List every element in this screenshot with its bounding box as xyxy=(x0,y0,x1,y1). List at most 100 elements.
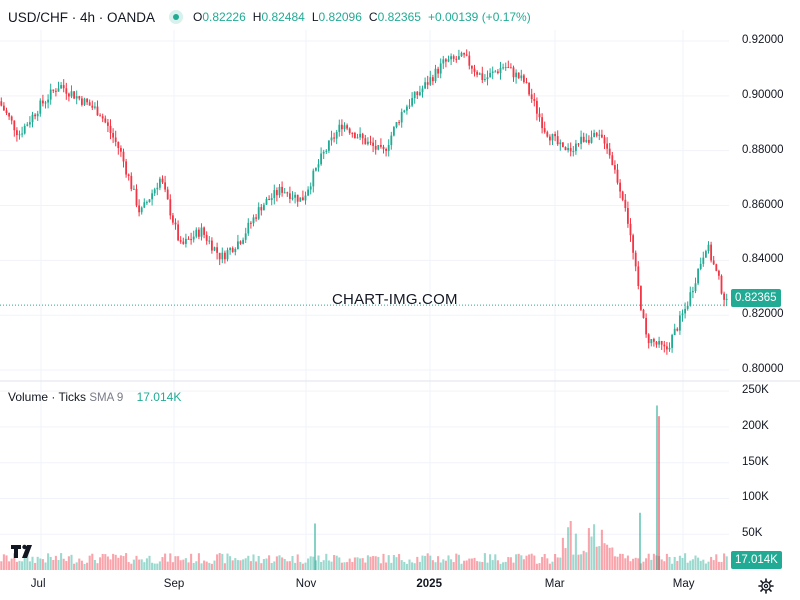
candle-body xyxy=(478,73,481,75)
volume-bar xyxy=(26,553,29,570)
volume-bar xyxy=(312,556,315,570)
candle-body xyxy=(127,174,130,176)
volume-bar xyxy=(265,558,268,570)
volume-bar xyxy=(645,558,648,570)
volume-bar xyxy=(426,553,429,570)
volume-bar xyxy=(299,561,302,570)
volume-bar xyxy=(504,561,507,570)
candle-body xyxy=(395,122,398,128)
volume-bar xyxy=(507,557,510,570)
volume-bar xyxy=(15,561,18,570)
volume-bar xyxy=(249,561,252,570)
candle-body xyxy=(624,199,627,208)
candle-body xyxy=(304,195,307,201)
candle-body xyxy=(476,71,479,75)
volume-bar xyxy=(104,554,107,570)
candle-body xyxy=(31,114,34,123)
candle-body xyxy=(47,99,50,103)
volume-bar xyxy=(127,562,130,570)
last-price-tag: 0.82365 xyxy=(731,289,781,307)
volume-bar xyxy=(702,559,705,570)
tradingview-logo-icon[interactable] xyxy=(9,542,39,560)
volume-bar xyxy=(668,556,671,570)
volume-bar xyxy=(153,563,156,570)
volume-bar xyxy=(408,559,411,570)
volume-bar xyxy=(546,558,549,570)
candle-body xyxy=(655,341,658,345)
candle-body xyxy=(652,339,655,342)
volume-bar xyxy=(455,553,458,570)
volume-bar xyxy=(564,548,567,570)
eye-icon[interactable] xyxy=(169,10,184,24)
candle-body xyxy=(676,328,679,331)
candle-body xyxy=(650,339,653,344)
volume-bar xyxy=(366,555,369,570)
candle-body xyxy=(278,186,281,196)
candle-body xyxy=(187,238,190,240)
candle-body xyxy=(301,197,304,201)
volume-bar xyxy=(54,555,57,570)
volume-bar xyxy=(31,556,34,570)
volume-bar xyxy=(686,562,689,570)
gear-icon[interactable] xyxy=(758,578,774,594)
candle-body xyxy=(551,134,554,141)
candle-body xyxy=(598,134,601,136)
volume-bar xyxy=(395,557,398,570)
candle-body xyxy=(665,346,668,350)
candle-body xyxy=(39,100,42,114)
volume-bar xyxy=(203,560,206,570)
candle-body xyxy=(720,275,723,294)
price-tick-label: 0.90000 xyxy=(742,88,784,101)
candle-body xyxy=(283,192,286,194)
candle-body xyxy=(645,317,648,335)
change-value: +0.00139 (+0.17%) xyxy=(427,10,531,24)
volume-bar xyxy=(629,561,632,570)
candle-body xyxy=(106,122,109,126)
volume-bar xyxy=(522,559,525,570)
volume-bar xyxy=(44,562,47,570)
volume-bar xyxy=(73,563,76,570)
volume-bar xyxy=(452,562,455,570)
candle-body xyxy=(174,222,177,225)
volume-spike-bar xyxy=(656,405,658,570)
volume-bar xyxy=(335,555,338,570)
candle-body xyxy=(307,189,310,196)
volume-bar xyxy=(577,554,580,570)
volume-bar xyxy=(457,554,460,570)
volume-bar xyxy=(322,560,325,570)
candle-body xyxy=(208,240,211,242)
volume-bar xyxy=(338,557,341,570)
volume-bar xyxy=(538,563,541,570)
candle-body xyxy=(541,117,544,129)
symbol-title[interactable]: USD/CHF · 4h · OANDA xyxy=(8,9,156,25)
candle-body xyxy=(429,77,432,85)
volume-title[interactable]: Volume · Ticks xyxy=(8,390,87,404)
candle-body xyxy=(192,236,195,240)
volume-bar xyxy=(551,561,554,570)
candle-body xyxy=(413,91,416,99)
volume-bar xyxy=(325,553,328,570)
volume-bar xyxy=(174,556,177,570)
candle-body xyxy=(717,270,720,276)
volume-bar xyxy=(387,555,390,570)
volume-bar xyxy=(78,558,81,570)
candle-body xyxy=(452,56,455,59)
candle-body xyxy=(257,207,260,219)
candle-body xyxy=(593,132,596,138)
volume-bar xyxy=(0,561,3,570)
volume-bar xyxy=(450,559,453,570)
candle-body xyxy=(122,151,125,162)
volume-bar xyxy=(715,554,718,570)
candle-body xyxy=(96,106,99,116)
candle-body xyxy=(44,102,47,104)
volume-bar xyxy=(616,556,619,570)
candle-body xyxy=(387,145,390,151)
candle-body xyxy=(702,257,705,264)
volume-bar xyxy=(278,555,281,570)
volume-bar xyxy=(106,556,109,570)
chart-grid xyxy=(0,30,729,570)
candle-body xyxy=(712,260,715,265)
volume-tick-label: 200K xyxy=(742,419,769,432)
candle-body xyxy=(603,137,606,144)
